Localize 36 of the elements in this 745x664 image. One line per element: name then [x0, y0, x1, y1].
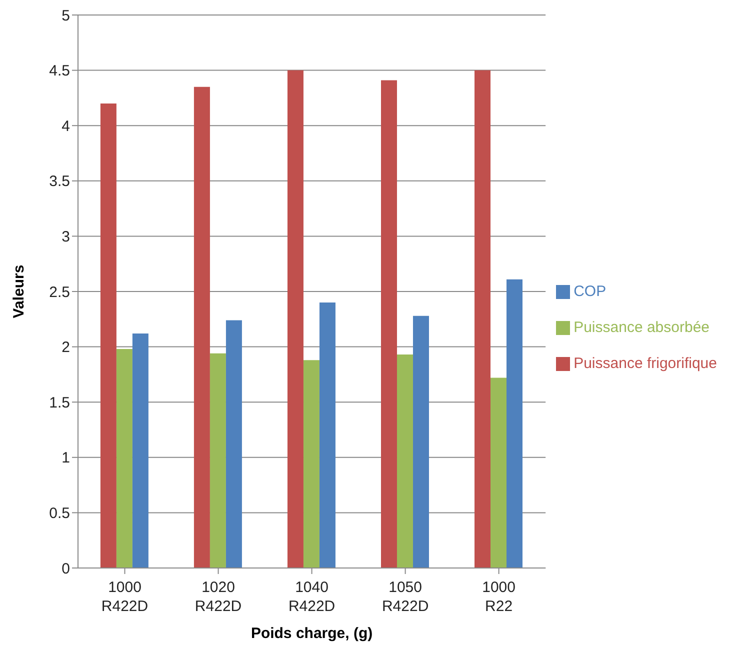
bar [194, 86, 210, 568]
bar [412, 316, 429, 568]
legend-label: COP [574, 283, 606, 300]
y-tick-label: 0.5 [49, 505, 70, 522]
y-axis-title: Valeurs [10, 264, 28, 318]
y-tick-label: 4.5 [49, 62, 70, 80]
x-tick-label: 1050 R422D [382, 579, 429, 615]
bar [210, 353, 226, 568]
bar [506, 279, 523, 568]
bar [287, 70, 304, 568]
x-tick-label: 1000 R22 [482, 579, 516, 615]
bar [132, 334, 148, 568]
bar [319, 302, 336, 568]
y-tick-label: 3 [62, 228, 70, 246]
y-tick-label: 1 [62, 450, 70, 467]
bar [100, 103, 116, 568]
bar [303, 360, 320, 568]
y-tick-label: 2 [62, 339, 70, 356]
bar [490, 378, 507, 568]
bar [396, 354, 413, 568]
y-tick-label: 4 [62, 118, 70, 135]
x-tick-label: 1040 R422D [288, 579, 336, 615]
y-tick-label: 2.5 [49, 284, 70, 301]
bar [380, 80, 397, 568]
bar [116, 349, 132, 568]
y-tick-label: 1.5 [49, 394, 70, 412]
y-tick-label: 0 [62, 560, 70, 578]
legend-label: Puissance frigorifique [574, 355, 717, 372]
bar [474, 70, 491, 568]
legend-label: Puissance absorbée [574, 319, 710, 336]
y-tick-label: 3.5 [49, 173, 70, 190]
y-tick-label: 5 [62, 7, 70, 24]
x-tick-label: 1020 R422D [194, 579, 242, 615]
x-tick-label: 1000 R422D [101, 579, 148, 615]
bar [226, 320, 242, 568]
x-axis-title: Poids charge, (g) [250, 625, 373, 642]
